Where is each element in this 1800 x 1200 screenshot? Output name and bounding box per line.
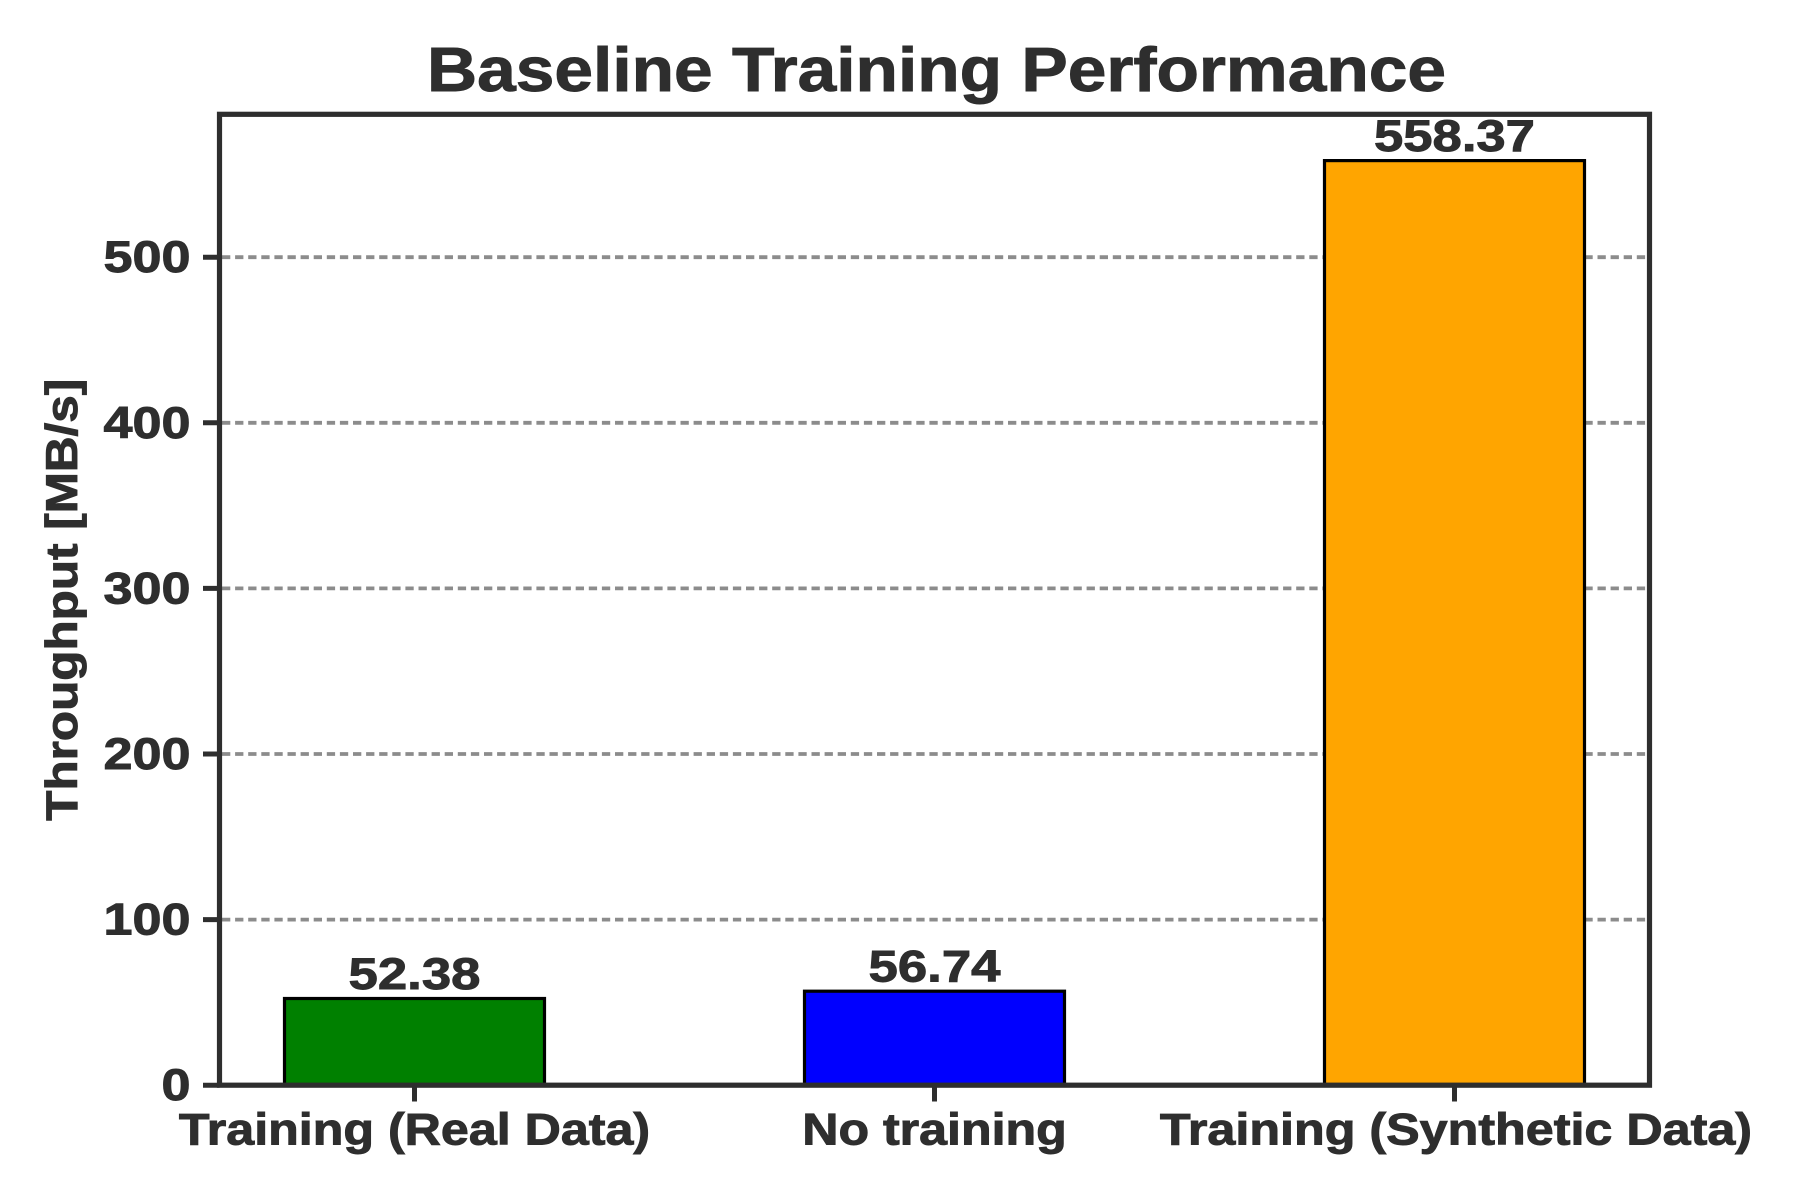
svg-text:300: 300 [104,564,191,613]
svg-text:Training (Real Data): Training (Real Data) [179,1106,650,1155]
svg-text:Training (Synthetic Data): Training (Synthetic Data) [1160,1106,1752,1155]
svg-text:Baseline Training Performance: Baseline Training Performance [427,35,1446,105]
svg-text:56.74: 56.74 [869,943,1001,992]
svg-text:500: 500 [104,233,191,282]
svg-text:No training: No training [802,1106,1067,1155]
svg-text:200: 200 [104,730,191,779]
svg-text:100: 100 [104,896,191,945]
svg-text:400: 400 [104,399,191,448]
svg-text:52.38: 52.38 [349,950,481,999]
svg-text:0: 0 [162,1061,191,1110]
svg-text:Throughput [MB/s]: Throughput [MB/s] [38,379,87,821]
svg-text:558.37: 558.37 [1374,112,1535,161]
